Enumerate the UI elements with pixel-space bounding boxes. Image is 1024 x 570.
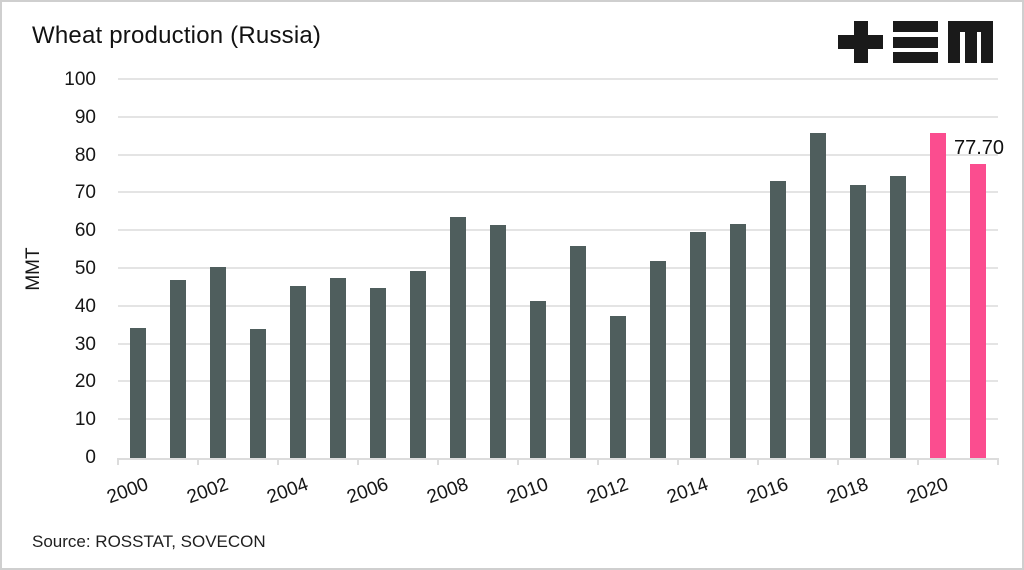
bar-2000 xyxy=(130,327,146,458)
y-tick-label-0: 0 xyxy=(85,447,96,468)
x-tick-mark xyxy=(837,458,839,465)
x-tick-mark xyxy=(437,458,439,465)
gridline-100 xyxy=(118,78,998,80)
x-tick-label-2006: 2006 xyxy=(344,474,392,509)
y-tick-label-70: 70 xyxy=(74,182,96,204)
plot-area: 2000 2002 2004 2006 2008 2010 2012 2014 2016 2018… xyxy=(104,78,1004,508)
gridline-40 xyxy=(118,304,998,307)
bar-2003 xyxy=(250,329,266,458)
m-icon-middle-leg xyxy=(964,21,977,63)
x-tick-label-2004: 2004 xyxy=(264,474,312,509)
gridline-50 xyxy=(118,267,998,269)
y-tick-label-80: 80 xyxy=(74,144,96,166)
bar-2006 xyxy=(370,287,386,458)
bar-2014 xyxy=(690,232,706,458)
bar-2019 xyxy=(890,176,906,458)
bar-2001 xyxy=(170,280,186,458)
x-tick-label-2018: 2018 xyxy=(824,474,872,509)
bar-2002 xyxy=(210,266,226,458)
triple-bar-bottom xyxy=(893,52,938,63)
source-note: Source: ROSSTAT, SOVECON xyxy=(32,532,266,551)
gridline-0 xyxy=(118,458,998,460)
x-tick-label-2020: 2020 xyxy=(904,474,952,509)
m-icon-left-leg xyxy=(948,21,960,63)
x-tick-label-2016: 2016 xyxy=(744,474,792,509)
x-tick-mark xyxy=(277,458,279,465)
bar-2015 xyxy=(730,224,746,458)
x-tick-label-2012: 2012 xyxy=(584,474,632,509)
bar-2008 xyxy=(450,216,466,458)
y-tick-label-20: 20 xyxy=(74,371,96,393)
bar-2017 xyxy=(810,132,826,458)
bar-2020 xyxy=(930,133,946,458)
triple-bar-middle xyxy=(893,36,938,48)
gridline-30 xyxy=(118,342,998,345)
x-tick-label-2008: 2008 xyxy=(424,474,472,509)
bar-2010 xyxy=(530,301,546,458)
y-tick-label-100: 100 xyxy=(64,69,96,90)
plus-icon-vertical-bar xyxy=(853,21,868,63)
gridline-60 xyxy=(118,229,998,232)
gridline-80 xyxy=(118,153,998,156)
m-icon-right-leg xyxy=(981,21,993,63)
bar-2018 xyxy=(850,185,866,458)
bar-2005 xyxy=(330,277,346,458)
y-tick-label-30: 30 xyxy=(74,333,96,355)
triple-bar-icon xyxy=(893,21,938,63)
y-tick-label-40: 40 xyxy=(74,295,96,317)
y-tick-label-60: 60 xyxy=(74,220,96,242)
x-tick-mark xyxy=(677,458,679,465)
plus-icon xyxy=(838,21,883,63)
gridline-10 xyxy=(118,418,998,421)
bar-2011 xyxy=(570,245,586,458)
gridline-20 xyxy=(118,380,998,383)
x-tick-mark xyxy=(997,458,999,465)
x-tick-mark xyxy=(197,458,199,465)
gridline-70 xyxy=(118,191,998,194)
bar-2012 xyxy=(610,315,626,458)
y-tick-label-50: 50 xyxy=(74,258,96,279)
y-tick-label-90: 90 xyxy=(74,106,96,128)
x-tick-mark xyxy=(757,458,759,465)
x-tick-label-2000: 2000 xyxy=(104,474,152,509)
brand-logo xyxy=(838,21,993,63)
bar-2009 xyxy=(490,224,506,458)
bar-2007 xyxy=(410,271,426,458)
bar-2004 xyxy=(290,286,306,458)
x-tick-label-2002: 2002 xyxy=(184,474,232,509)
m-icon xyxy=(948,21,993,63)
bar-2013 xyxy=(650,261,666,458)
x-tick-mark xyxy=(357,458,359,465)
bar-2016 xyxy=(770,180,786,458)
value-label: 77.70 xyxy=(954,137,1005,160)
x-tick-label-2010: 2010 xyxy=(504,474,552,509)
x-tick-mark xyxy=(117,458,119,465)
x-tick-mark xyxy=(917,458,919,465)
triple-bar-top xyxy=(893,21,938,32)
x-tick-mark xyxy=(597,458,599,465)
chart-title: Wheat production (Russia) xyxy=(32,22,322,49)
x-tick-label-2014: 2014 xyxy=(664,474,712,509)
gridline-90 xyxy=(118,115,998,118)
y-tick-label-10: 10 xyxy=(74,409,96,431)
x-tick-mark xyxy=(517,458,519,465)
bar-2021 xyxy=(970,164,986,458)
